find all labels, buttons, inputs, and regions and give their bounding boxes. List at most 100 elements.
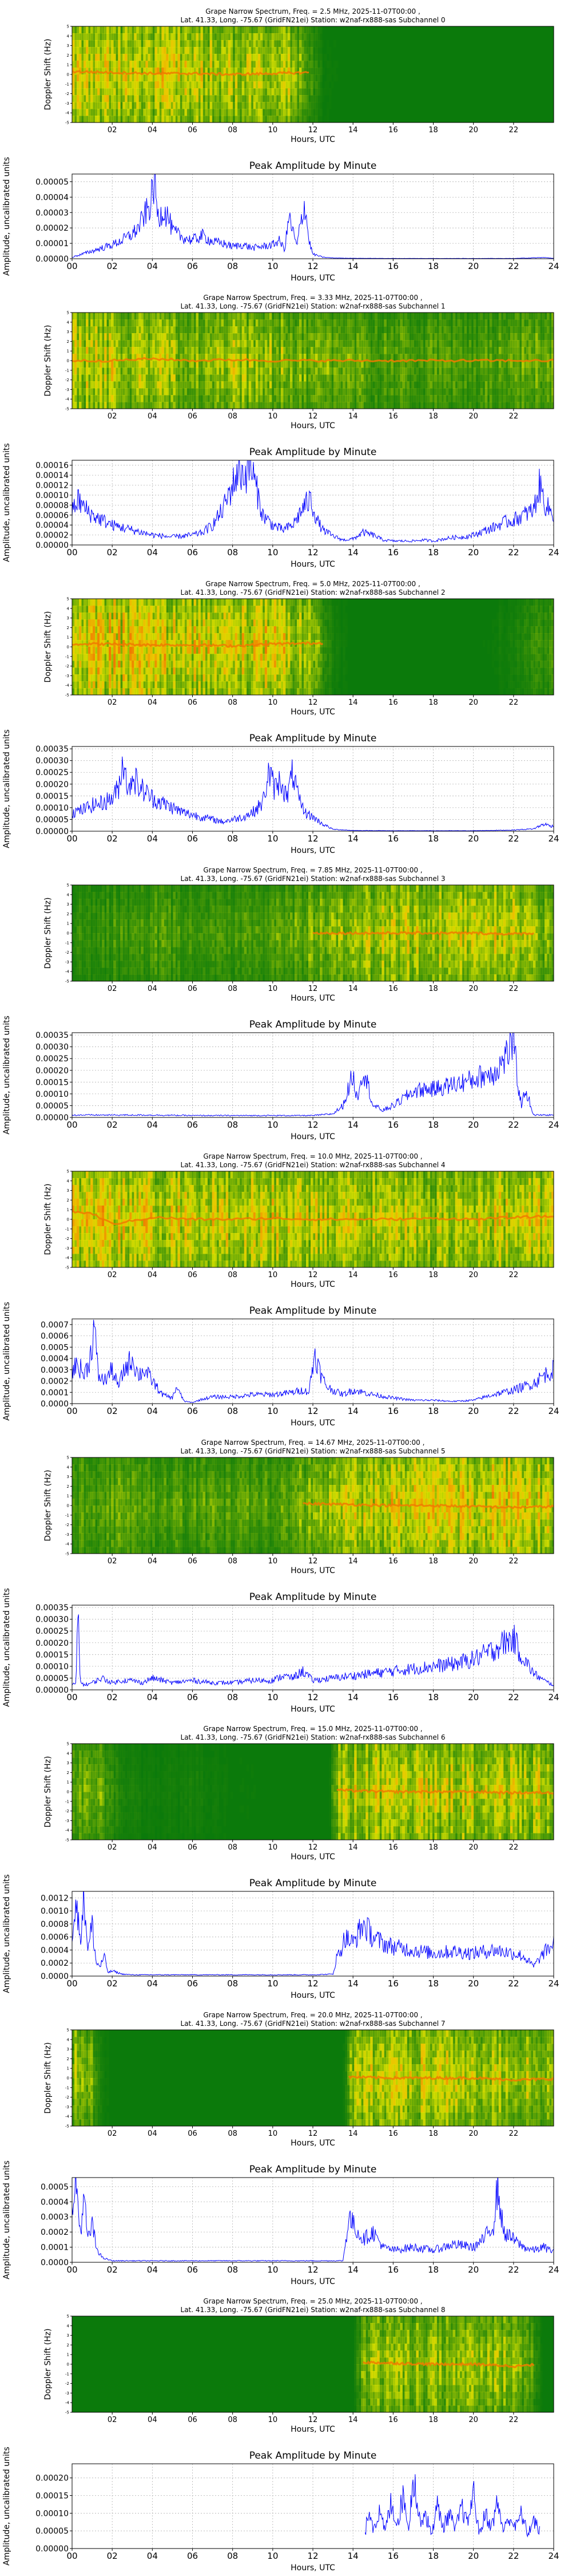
spectrogram-cell <box>159 33 162 41</box>
spectrogram-cell <box>214 74 217 82</box>
y-tick-label: -4 <box>65 111 70 116</box>
spectrogram-cell <box>173 347 176 354</box>
spectrogram-cell <box>118 68 121 75</box>
spectrogram-cell <box>301 116 304 123</box>
spectrogram-cell <box>72 333 75 341</box>
spectrogram-cell <box>168 374 172 382</box>
spectrogram-cell <box>271 361 275 368</box>
spectrogram-cell <box>317 361 320 368</box>
spectrogram-cell <box>315 402 318 409</box>
spectrogram-cell <box>214 395 217 402</box>
spectrogram-cell <box>141 333 144 341</box>
spectrogram-cell <box>132 81 134 89</box>
spectrogram-cell <box>329 402 332 409</box>
spectrogram-cell <box>148 333 150 341</box>
spectrogram-cell <box>331 319 334 327</box>
spectrogram-cell <box>161 26 164 34</box>
spectrogram-cell <box>448 368 451 375</box>
spectrogram-cell <box>120 116 123 123</box>
spectrogram-cell <box>517 388 520 396</box>
spectrogram-cell <box>102 40 105 48</box>
spectrogram-cell <box>84 361 86 368</box>
spectrogram-cell <box>331 374 334 382</box>
spectrogram-cell <box>287 81 291 89</box>
spectrogram-cell <box>273 354 277 361</box>
spectrogram-cell <box>100 381 102 389</box>
spectrogram-cell <box>157 333 160 341</box>
spectrogram-cell <box>132 354 134 361</box>
spectrogram-cell <box>322 374 325 382</box>
spectrogram-cell <box>212 354 215 361</box>
spectrogram-cell <box>324 313 327 320</box>
spectrogram-cell <box>138 116 141 123</box>
spectrogram-cell <box>262 102 265 109</box>
spectrogram-cell <box>125 102 128 109</box>
spectrogram-cell <box>161 340 164 347</box>
spectrogram-cell <box>343 319 345 327</box>
spectrogram-cell <box>327 109 329 116</box>
spectrogram-cell <box>241 26 245 34</box>
spectrogram-cell <box>331 313 334 320</box>
spectrogram-cell <box>95 613 98 620</box>
spectrogram-cell <box>120 354 123 361</box>
spectrogram-cell <box>257 68 261 75</box>
spectrogram-cell <box>186 402 190 409</box>
spectrogram-cell <box>432 326 435 334</box>
spectrogram-cell <box>356 368 359 375</box>
spectrogram-cell <box>496 361 499 368</box>
spectrogram-cell <box>352 395 355 402</box>
spectrogram-cell <box>466 313 470 320</box>
y-tick-label: 2 <box>67 53 69 58</box>
spectrogram-cell <box>278 340 281 347</box>
spectrogram-cell <box>255 81 259 89</box>
spectrogram-cell <box>235 61 238 68</box>
spectrogram-cell <box>320 26 323 34</box>
spectrogram-cell <box>370 347 373 354</box>
spectrogram-cell <box>173 361 176 368</box>
spectrogram-cell <box>132 95 134 102</box>
spectrogram-cell <box>349 368 352 375</box>
spectrogram-cell <box>253 340 256 347</box>
spectrogram-cell <box>225 395 229 402</box>
spectrogram-cell <box>241 368 245 375</box>
spectrogram-cell <box>278 74 281 82</box>
spectrogram-cell <box>77 402 80 409</box>
spectrogram-cell <box>333 61 336 68</box>
spectrogram-cell <box>134 354 137 361</box>
spectrogram-cell <box>246 374 249 382</box>
spectrogram-cell <box>331 368 334 375</box>
spectrogram-cell <box>432 333 435 341</box>
spectrogram-cell <box>452 402 456 409</box>
spectrogram-cell <box>296 333 300 341</box>
spectrogram-cell <box>157 102 160 109</box>
spectrogram-cell <box>145 319 148 327</box>
spectrogram-cell <box>464 313 467 320</box>
spectrogram-cell <box>457 374 460 382</box>
spectrogram-cell <box>322 402 325 409</box>
spectrogram-cell <box>296 116 300 123</box>
spectrogram-cell <box>118 402 121 409</box>
spectrogram-cell <box>494 402 497 409</box>
spectrogram-cell <box>260 33 263 41</box>
spectrogram-cell <box>244 368 247 375</box>
spectrogram-cell <box>283 313 286 320</box>
spectrogram-cell <box>260 313 263 320</box>
spectrogram-cell <box>324 347 327 354</box>
spectrogram-cell <box>414 381 417 389</box>
spectrogram-cell <box>88 347 91 354</box>
spectrogram-cell <box>546 402 550 409</box>
spectrogram-cell <box>315 326 318 334</box>
spectrogram-cell <box>340 340 343 347</box>
spectrogram-cell <box>241 395 245 402</box>
spectrogram-cell <box>503 402 506 409</box>
spectrogram-cell <box>221 33 224 41</box>
spectrogram-cell <box>186 374 190 382</box>
spectrogram-cell <box>496 368 499 375</box>
spectrogram-cell <box>111 26 114 34</box>
spectrogram-cell <box>434 381 438 389</box>
spectrogram-cell <box>320 333 323 341</box>
spectrogram-cell <box>315 109 318 116</box>
spectrogram-cell <box>317 61 320 68</box>
spectrogram-cell <box>116 340 118 347</box>
spectrogram-cell <box>180 388 183 396</box>
